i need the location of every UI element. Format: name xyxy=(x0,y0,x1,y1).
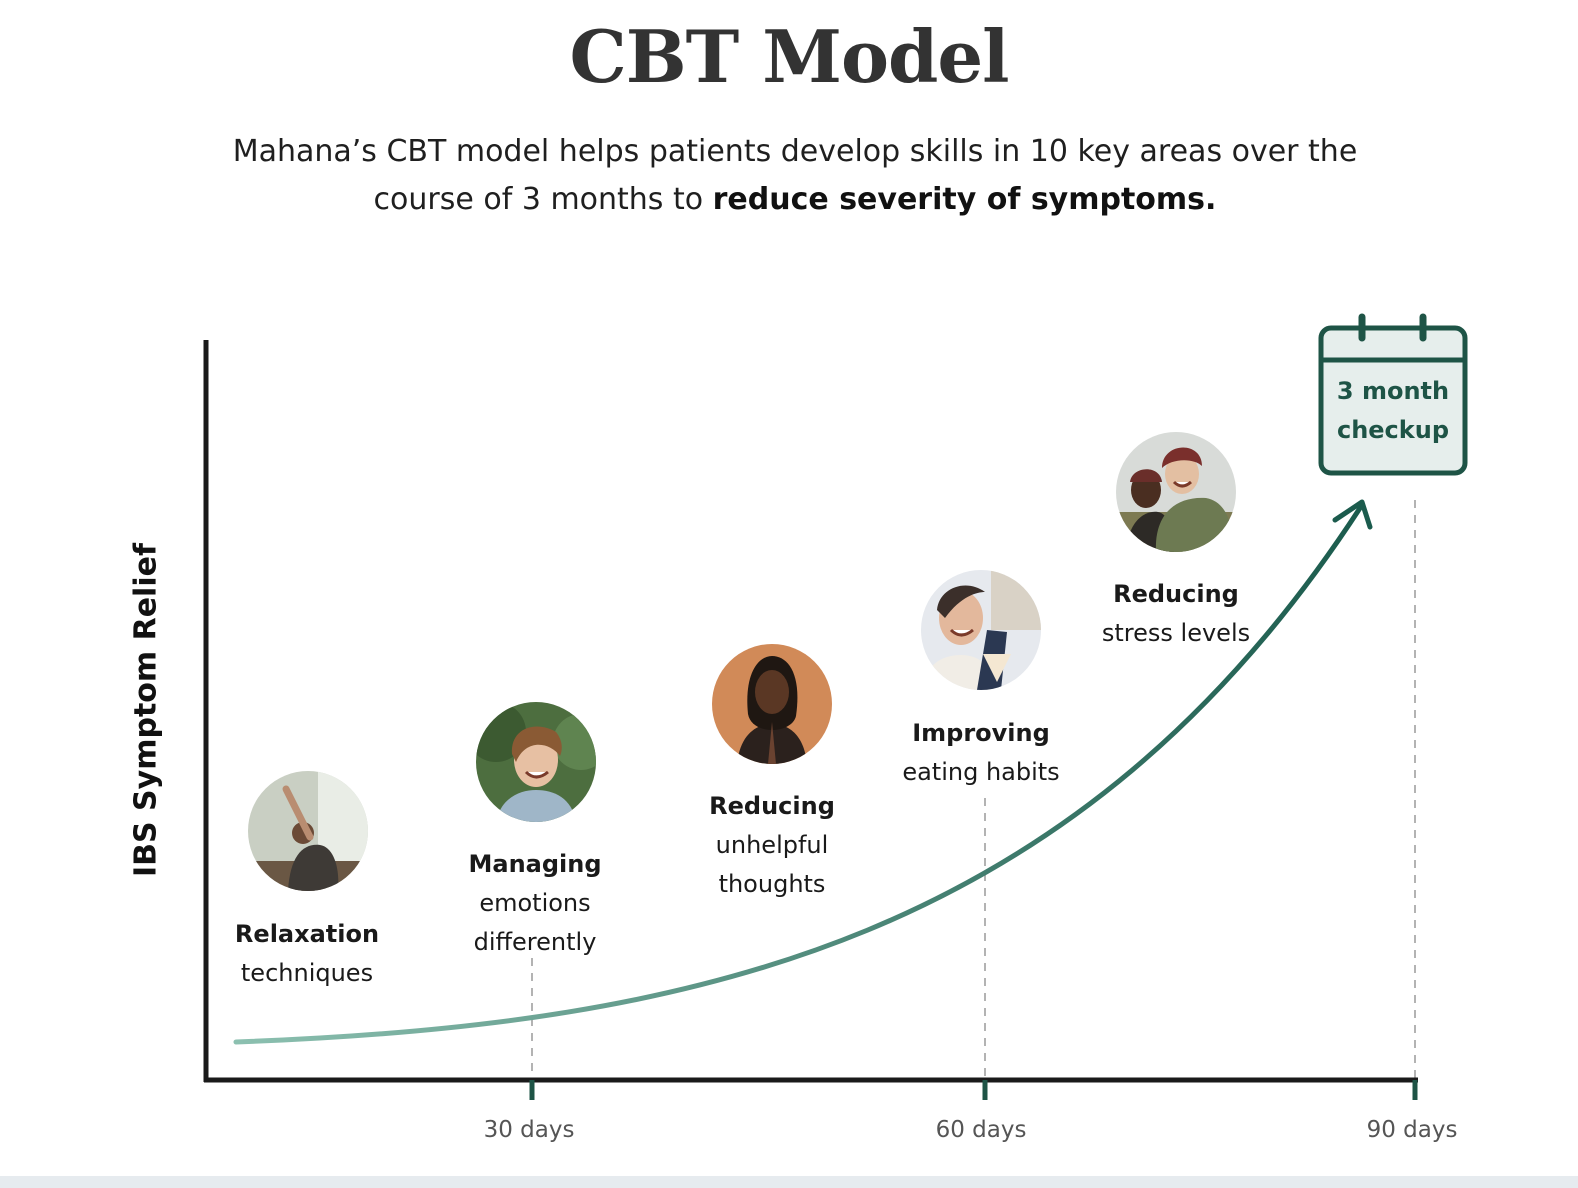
subtitle-text: Mahana’s CBT model helps patients develo… xyxy=(232,134,1358,217)
page-title: CBT Model xyxy=(569,14,1009,99)
milestone-title: Improving xyxy=(912,719,1050,747)
person-laughing-photo xyxy=(476,702,596,822)
x-tick-90-days: 90 days xyxy=(1366,1117,1458,1143)
milestone-relaxation: Relaxation techniques xyxy=(235,915,379,993)
x-tick-60-days: 60 days xyxy=(935,1117,1027,1143)
person-meditating-photo xyxy=(712,644,832,764)
calendar-icon xyxy=(1318,313,1468,476)
curve-arrowhead xyxy=(1332,499,1373,530)
milestone-subtitle-line2: differently xyxy=(473,928,597,956)
x-tick-30-days: 30 days xyxy=(483,1117,575,1143)
milestone-subtitle: eating habits xyxy=(902,758,1060,786)
milestone-managing-emotions: Managing emotions differently xyxy=(468,845,601,962)
bottom-divider xyxy=(0,1176,1578,1188)
subtitle: Mahana’s CBT model helps patients develo… xyxy=(200,128,1390,224)
checkup-label: 3 month checkup xyxy=(1322,372,1464,450)
milestone-eating-habits: Improving eating habits xyxy=(902,714,1059,792)
milestone-subtitle: emotions xyxy=(479,889,591,917)
subtitle-emphasis: reduce severity of symptoms. xyxy=(712,182,1217,217)
person-stretching-photo xyxy=(248,771,368,891)
checkup-line1: 3 month xyxy=(1336,377,1450,405)
milestone-unhelpful-thoughts: Reducing unhelpful thoughts xyxy=(709,787,835,904)
milestone-subtitle-line2: thoughts xyxy=(718,870,826,898)
symptom-relief-curve xyxy=(233,502,1365,1045)
milestone-subtitle: unhelpful xyxy=(715,831,829,859)
milestone-title: Reducing xyxy=(1113,580,1239,608)
checkup-line2: checkup xyxy=(1336,416,1450,444)
couple-hugging-photo xyxy=(1116,432,1236,552)
person-eating-photo xyxy=(921,570,1041,690)
milestone-title: Managing xyxy=(468,850,602,878)
milestone-title: Relaxation xyxy=(234,920,380,948)
milestone-title: Reducing xyxy=(709,792,835,820)
milestone-subtitle: stress levels xyxy=(1101,619,1251,647)
milestone-subtitle: techniques xyxy=(240,959,374,987)
milestone-stress-levels: Reducing stress levels xyxy=(1102,575,1250,653)
